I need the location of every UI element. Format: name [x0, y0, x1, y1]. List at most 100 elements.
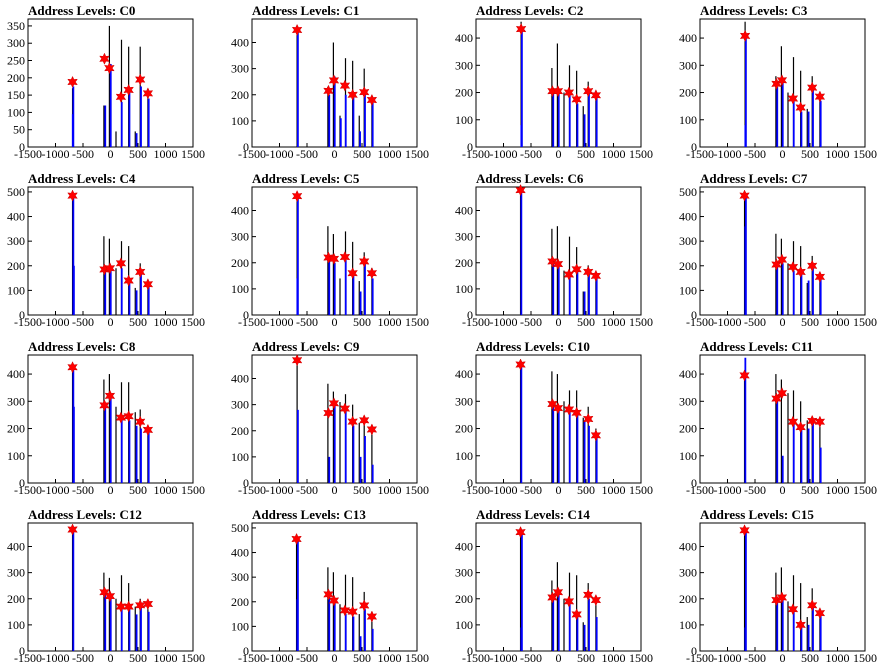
y-tick-label: 200	[231, 424, 249, 438]
x-tick-label: -1500	[686, 147, 714, 161]
chart-panel-14: Address Levels: C14 -1500 -1000 -500 0 500 100…	[455, 507, 653, 665]
red-star-marker	[739, 524, 750, 537]
red-star-marker	[347, 605, 358, 618]
y-tick-label: 400	[455, 204, 473, 218]
red-star-marker	[67, 189, 78, 202]
x-tick-label: 500	[801, 315, 819, 329]
red-star-marker	[582, 412, 594, 426]
x-tick-label: -1000	[490, 651, 518, 665]
red-star-marker	[590, 269, 602, 282]
red-star-marker	[582, 85, 594, 98]
red-star-marker	[515, 358, 526, 371]
red-star-marker	[142, 278, 154, 291]
x-tick-label: 1500	[181, 147, 205, 161]
x-tick-label: 0	[108, 315, 114, 329]
y-tick-label: 300	[679, 234, 697, 248]
red-star-marker	[552, 257, 564, 271]
chart-panel-0: Address Levels: C0-1500 -1000 -500 0 500 1000…	[7, 3, 205, 161]
x-tick-label: -500	[296, 147, 318, 161]
x-tick-label: 1500	[405, 651, 429, 665]
y-tick-label: 0	[691, 140, 697, 154]
x-tick-label: -1000	[490, 315, 518, 329]
x-tick-label: -500	[520, 651, 542, 665]
red-star-marker	[814, 90, 826, 103]
red-star-marker	[104, 262, 116, 275]
red-star-marker	[590, 593, 602, 607]
y-tick-label: 500	[679, 185, 697, 199]
x-tick-label: -500	[744, 651, 766, 665]
red-star-marker	[547, 255, 558, 268]
red-star-marker	[291, 23, 303, 37]
y-tick-label: 200	[7, 592, 25, 606]
y-tick-label: 100	[7, 618, 25, 632]
red-star-marker	[814, 415, 826, 428]
x-tick-label: 1000	[154, 315, 178, 329]
red-star-marker	[552, 402, 564, 415]
x-tick-label: -500	[520, 315, 542, 329]
red-star-marker	[795, 618, 806, 631]
chart-title: Address Levels: C14	[476, 507, 590, 522]
y-tick-label: 200	[7, 71, 25, 85]
chart-title: Address Levels: C4	[28, 171, 136, 186]
x-tick-label: 1500	[405, 315, 429, 329]
x-tick-label: -1000	[42, 483, 70, 497]
red-star-marker	[776, 253, 788, 266]
y-tick-label: 200	[679, 259, 697, 273]
x-tick-label: -500	[744, 315, 766, 329]
x-tick-label: -500	[520, 147, 542, 161]
red-star-marker	[104, 62, 115, 75]
x-tick-label: 500	[801, 651, 819, 665]
chart-panel-11: Address Levels: C11 -1500 -1000 -500 0 500 100…	[679, 339, 877, 497]
y-tick-label: 400	[679, 540, 697, 554]
chart-title: Address Levels: C13	[252, 507, 366, 522]
y-tick-label: 400	[7, 210, 25, 224]
y-tick-label: 0	[691, 644, 697, 658]
x-tick-label: 0	[780, 483, 786, 497]
red-star-marker	[67, 523, 78, 536]
red-star-marker	[358, 599, 370, 612]
red-star-marker	[67, 361, 78, 374]
y-tick-label: 300	[455, 230, 473, 244]
x-tick-label: -1000	[266, 315, 294, 329]
x-tick-label: -1500	[238, 483, 266, 497]
y-tick-label: 400	[7, 540, 25, 554]
red-star-marker	[806, 414, 818, 428]
y-tick-label: 300	[455, 566, 473, 580]
x-tick-label: -1000	[714, 651, 742, 665]
x-tick-label: 1000	[378, 147, 402, 161]
y-tick-label: 300	[679, 566, 697, 580]
x-tick-label: -1500	[462, 483, 490, 497]
y-tick-label: 100	[231, 282, 249, 296]
red-star-marker	[67, 75, 78, 89]
x-tick-label: -1500	[686, 651, 714, 665]
red-star-marker	[563, 403, 575, 416]
red-star-marker	[323, 588, 334, 601]
chart-title: Address Levels: C11	[700, 339, 813, 354]
chart-panel-12: Address Levels: C12 -1500 -1000 -500 0 500 100…	[7, 507, 205, 665]
red-star-marker	[739, 189, 750, 202]
x-tick-label: -500	[72, 651, 94, 665]
x-tick-label: -1000	[490, 483, 518, 497]
chart-title: Address Levels: C12	[28, 507, 142, 522]
x-tick-label: -500	[72, 147, 94, 161]
x-tick-label: -1500	[238, 651, 266, 665]
x-tick-label: 1500	[629, 483, 653, 497]
red-star-marker	[104, 590, 116, 603]
x-tick-label: 500	[353, 483, 371, 497]
chart-panel-7: Address Levels: C7-1500 -1000 -500 0 500 1000…	[679, 171, 877, 329]
x-tick-label: -1500	[686, 483, 714, 497]
red-star-marker	[323, 406, 334, 420]
x-tick-label: 1000	[154, 483, 178, 497]
y-tick-label: 0	[19, 476, 25, 490]
red-star-marker	[552, 586, 564, 599]
y-tick-label: 0	[19, 140, 25, 154]
x-tick-label: 1500	[181, 483, 205, 497]
red-star-marker	[515, 22, 527, 36]
red-star-marker	[134, 265, 146, 279]
red-star-marker	[571, 406, 582, 419]
x-tick-label: 0	[108, 651, 114, 665]
red-star-marker	[795, 101, 806, 114]
x-tick-label: -1000	[714, 147, 742, 161]
y-tick-label: 400	[455, 367, 473, 381]
